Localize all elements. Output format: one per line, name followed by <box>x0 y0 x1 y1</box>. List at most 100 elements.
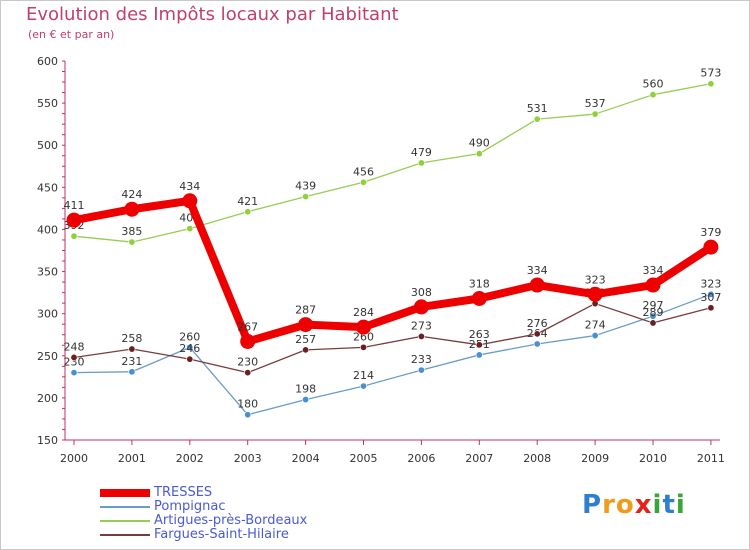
data-label: 479 <box>411 146 432 159</box>
series-tresses: 411 424 434 267 287 284 308 318 334 323 334 379 <box>64 180 721 349</box>
chart-series: 3923854014214394564794905315375605732302… <box>64 67 721 419</box>
data-point <box>475 351 483 359</box>
x-tick-label: 2009 <box>581 452 609 465</box>
series-line <box>73 293 712 416</box>
legend-label: TRESSES <box>154 485 213 500</box>
legend-swatch <box>100 489 150 497</box>
data-point <box>128 345 136 353</box>
logo-letter: i <box>652 490 663 520</box>
data-label: 274 <box>585 319 606 332</box>
data-point <box>649 312 657 320</box>
series-line <box>73 196 714 346</box>
data-point <box>533 115 541 123</box>
data-point <box>587 286 603 302</box>
data-label: 334 <box>643 264 664 277</box>
data-point <box>128 368 136 376</box>
legend-label: Fargues-Saint-Hilaire <box>154 527 289 542</box>
data-label: 276 <box>527 317 548 330</box>
data-point <box>529 277 545 293</box>
data-label: 573 <box>700 67 721 80</box>
x-tick-label: 2010 <box>639 452 667 465</box>
logo-letter: o <box>615 490 635 520</box>
y-tick-label: 600 <box>37 55 58 68</box>
x-tick-label: 2001 <box>118 452 146 465</box>
data-label: 263 <box>469 328 490 341</box>
data-label: 287 <box>295 304 316 317</box>
data-point <box>66 212 82 228</box>
data-label: 284 <box>353 306 374 319</box>
logo-letter: x <box>634 490 653 520</box>
data-label: 248 <box>64 340 85 353</box>
series-fargues-saint-hilaire: 248258246230257260273263276312289307 <box>64 287 721 377</box>
data-label: 307 <box>700 291 721 304</box>
series-artigues-pr-s-bordeaux: 392385401421439456479490531537560573 <box>64 67 721 246</box>
data-point <box>302 193 310 201</box>
data-label: 246 <box>179 342 200 355</box>
data-point <box>475 150 483 158</box>
data-point <box>244 369 252 377</box>
chart-axes: 150 200 250 300 350 400 450 500 550 600 2000 2001 20… <box>37 55 725 465</box>
series-line <box>73 83 712 243</box>
data-label: 421 <box>237 195 258 208</box>
data-label: 289 <box>643 306 664 319</box>
x-tick-label: 2002 <box>176 452 204 465</box>
data-point <box>475 341 483 349</box>
data-point <box>186 355 194 363</box>
data-label: 490 <box>469 137 490 150</box>
data-label: 323 <box>700 277 721 290</box>
data-point <box>533 330 541 338</box>
x-tick-label: 2004 <box>292 452 320 465</box>
data-label: 434 <box>179 180 200 193</box>
data-point <box>298 317 314 333</box>
data-label: 424 <box>121 188 142 201</box>
data-point <box>302 346 310 354</box>
data-point <box>417 332 425 340</box>
data-label: 308 <box>411 286 432 299</box>
y-tick-label: 150 <box>37 434 58 447</box>
logo-letter: P <box>582 490 603 520</box>
x-tick-label: 2003 <box>234 452 262 465</box>
data-point <box>70 369 78 377</box>
x-tick-label: 2008 <box>523 452 551 465</box>
data-point <box>124 201 140 217</box>
data-label: 531 <box>527 102 548 115</box>
data-label: 456 <box>353 165 374 178</box>
data-label: 198 <box>295 383 316 396</box>
y-tick-label: 350 <box>37 266 58 279</box>
y-tick-label: 450 <box>37 181 58 194</box>
logo-letter: t <box>662 490 676 520</box>
data-point <box>244 208 252 216</box>
data-label: 297 <box>643 299 664 312</box>
data-label: 257 <box>295 333 316 346</box>
data-label: 214 <box>353 369 374 382</box>
data-label: 385 <box>121 225 142 238</box>
data-point <box>186 343 194 351</box>
legend-label: Pompignac <box>154 499 226 514</box>
legend-swatch <box>100 534 150 536</box>
data-label: 318 <box>469 278 490 291</box>
data-point <box>591 332 599 340</box>
data-label: 231 <box>121 355 142 368</box>
data-point <box>417 159 425 167</box>
data-label: 537 <box>585 97 606 110</box>
data-label: 233 <box>411 353 432 366</box>
y-tick-label: 300 <box>37 308 58 321</box>
data-label: 260 <box>179 330 200 343</box>
y-tick-label: 250 <box>37 350 58 363</box>
data-point <box>703 239 719 255</box>
data-label: 267 <box>237 320 258 333</box>
data-point <box>70 353 78 361</box>
proxiti-logo: Proxiti <box>582 490 686 520</box>
y-tick-label: 550 <box>37 97 58 110</box>
y-tick-label: 200 <box>37 392 58 405</box>
chart-subtitle: (en € et par an) <box>28 28 115 41</box>
y-tick-label: 500 <box>37 139 58 152</box>
x-tick-label: 2006 <box>407 452 435 465</box>
legend-swatch <box>100 520 150 522</box>
data-point <box>128 238 136 246</box>
y-tick-label: 400 <box>37 223 58 236</box>
data-label: 560 <box>643 78 664 91</box>
data-point <box>707 304 715 312</box>
data-label: 230 <box>237 356 258 369</box>
